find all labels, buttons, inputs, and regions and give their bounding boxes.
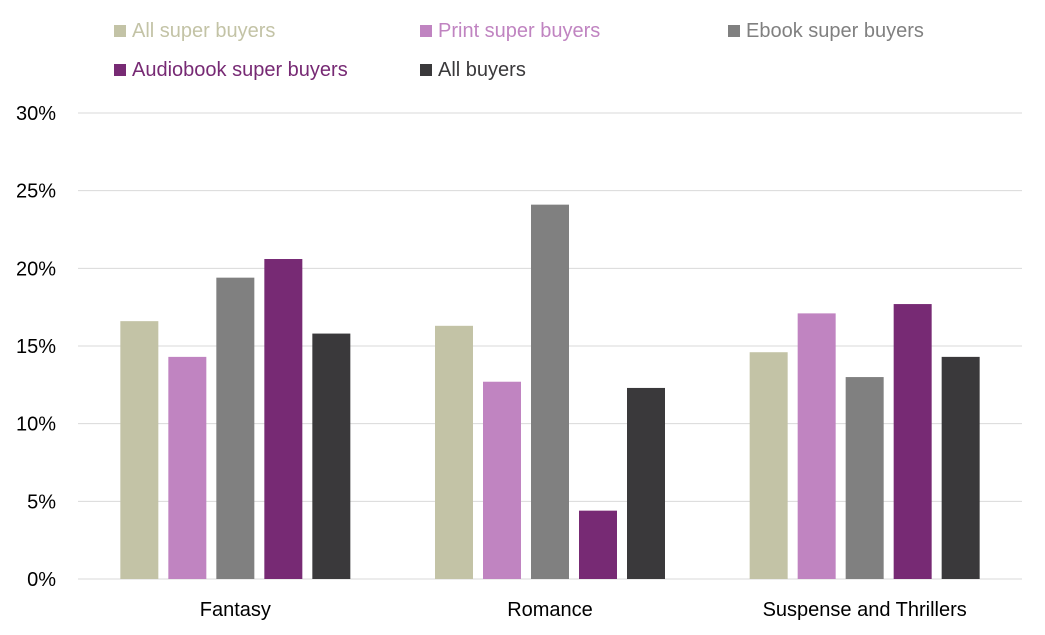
legend-label: Print super buyers: [438, 19, 601, 42]
bar: [749, 352, 788, 579]
bar: [483, 381, 521, 579]
bar: [797, 313, 836, 579]
legend-label: All buyers: [438, 58, 526, 81]
bar: [627, 387, 665, 579]
y-tick-label: 20%: [16, 258, 56, 280]
bars: [120, 204, 980, 579]
bar: [312, 333, 351, 579]
y-tick-label: 0%: [27, 569, 56, 591]
y-axis-ticks: 0% 5% 10% 15% 20% 25% 30%: [16, 103, 56, 591]
legend-item-print-super-buyers: Print super buyers: [420, 19, 600, 43]
legend-label: All super buyers: [132, 19, 276, 42]
bar: [120, 321, 159, 579]
bar: [845, 377, 884, 579]
x-tick-label: Fantasy: [200, 599, 271, 621]
x-tick-label: Romance: [507, 599, 593, 621]
legend-label: Audiobook super buyers: [132, 58, 348, 81]
legend-swatch-icon: [420, 64, 432, 76]
legend-swatch-icon: [114, 64, 126, 76]
legend-item-all-buyers: All buyers: [420, 58, 526, 82]
legend-item-ebook-super-buyers: Ebook super buyers: [728, 19, 924, 43]
y-tick-label: 30%: [16, 103, 56, 125]
legend: All super buyers Print super buyers Eboo…: [0, 0, 1045, 100]
legend-item-all-super-buyers: All super buyers: [114, 19, 275, 43]
bar: [264, 259, 303, 579]
y-tick-label: 25%: [16, 181, 56, 203]
bar: [893, 304, 932, 579]
bar: [216, 277, 255, 579]
legend-swatch-icon: [420, 25, 432, 37]
legend-swatch-icon: [114, 25, 126, 37]
bar: [941, 356, 980, 579]
x-tick-label: Suspense and Thrillers: [763, 599, 967, 621]
bar: [168, 356, 207, 579]
bar: [435, 325, 473, 579]
bar: [531, 204, 569, 579]
bar: [579, 510, 617, 579]
y-tick-label: 10%: [16, 414, 56, 436]
legend-swatch-icon: [728, 25, 740, 37]
legend-item-audiobook-super-buyers: Audiobook super buyers: [114, 58, 348, 82]
y-tick-label: 5%: [27, 491, 56, 513]
y-tick-label: 15%: [16, 336, 56, 358]
x-axis-labels: Fantasy Romance Suspense and Thrillers: [200, 599, 967, 621]
legend-label: Ebook super buyers: [746, 19, 924, 42]
